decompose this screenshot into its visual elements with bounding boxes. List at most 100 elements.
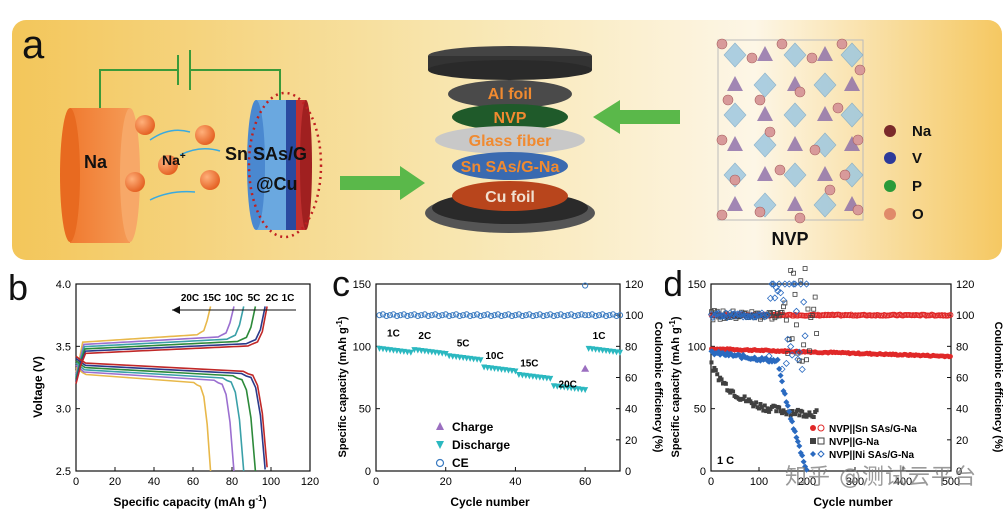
d-ylabel: Specific capacity (mAh g-1): [668, 316, 682, 457]
c-ce-point: [609, 311, 617, 318]
b-xtick-label: 80: [226, 476, 238, 488]
c-ce-point: [540, 312, 547, 320]
c-ce-point: [557, 311, 564, 318]
d-ni-ce-point: [745, 313, 753, 321]
d-ni-ce-point: [787, 342, 795, 351]
crystal-tetrahedron: [727, 196, 743, 211]
b-ylabel: Voltage (V): [31, 356, 45, 418]
d-g-ce-point: [805, 306, 811, 312]
c-ce-point: [589, 311, 596, 318]
d-ni-ce-point: [788, 351, 796, 359]
d-ni-ce-point: [802, 280, 811, 288]
layer-label-al-foil: Al foil: [488, 86, 532, 103]
d-legend-marker-filled: [810, 451, 816, 457]
d-y2tick-label: 120: [956, 279, 974, 291]
c-ce-point: [512, 312, 519, 319]
legend-label-p: P: [912, 178, 922, 195]
crystal-atom-na: [836, 38, 848, 50]
crystal-octahedron: [840, 42, 864, 68]
d-g-capacity-point: [807, 410, 812, 415]
d-ni-ce-point: [800, 298, 808, 306]
d-g-ce-point: [773, 313, 779, 319]
c-rate-label: 20C: [559, 379, 577, 390]
c-ce-point: [501, 312, 509, 319]
circuit-wire-left: [99, 69, 178, 110]
d-g-capacity-point: [764, 409, 769, 414]
b-discharge-curve: [75, 360, 257, 472]
d-legend-marker-open: [817, 437, 825, 445]
c-ce-point: [536, 311, 543, 318]
crystal-atom-na: [746, 52, 758, 64]
c-ylabel: Specific capacity (mAh g-1): [335, 316, 349, 457]
b-xtick-label: 40: [148, 476, 160, 488]
d-g-capacity-point: [731, 389, 736, 394]
d-ni-capacity-point: [784, 402, 791, 409]
na-electrode-edge: [60, 108, 80, 242]
c-ce-point: [397, 312, 404, 319]
c-ce-point: [393, 312, 401, 320]
c-y2tick-label: 120: [625, 279, 643, 291]
b-xtick-label: 100: [262, 476, 280, 488]
b-ytick-label: 4.0: [56, 279, 71, 291]
c-ce-point: [595, 312, 603, 319]
crystal-atom-na: [754, 206, 766, 218]
d-ni-ce-point: [794, 355, 802, 363]
d-xtick-label: 0: [708, 476, 714, 488]
d-ytick-label: 0: [700, 466, 706, 478]
c-rate-label: 1C: [593, 331, 606, 342]
d-ni-ce-point: [777, 289, 785, 297]
c-ytick-label: 50: [359, 404, 371, 416]
d-xtick-label: 300: [846, 476, 864, 488]
d-ni-capacity-point: [737, 352, 744, 359]
c-ce-point: [473, 311, 481, 318]
d-g-capacity-point: [713, 368, 718, 373]
d-g-capacity-point: [757, 406, 761, 411]
d-g-capacity-point: [767, 409, 772, 414]
d-ni-ce-point: [784, 335, 792, 343]
crystal-atom-na: [794, 212, 806, 224]
d-g-capacity-point: [772, 404, 777, 409]
d-ni-capacity-point: [793, 434, 800, 441]
c-y2tick-label: 0: [625, 466, 631, 478]
c-ce-point: [571, 312, 578, 320]
d-legend-label: NVP||G-Na: [829, 437, 879, 448]
b-ytick-label: 3.0: [56, 404, 71, 416]
d-ni-ce-point: [779, 296, 788, 304]
stack-top-cap-bottom: [428, 60, 592, 80]
crystal-tetrahedron: [757, 106, 773, 121]
d-y2tick-label: 100: [956, 310, 974, 322]
c-xtick-label: 20: [440, 476, 452, 488]
c-legend-ce: CE: [452, 456, 469, 470]
atom-legend: Na V P O: [884, 123, 932, 223]
d-g-ce-point: [811, 306, 817, 312]
d-g-capacity-point: [780, 411, 785, 416]
d-legend-marker-open: [817, 424, 825, 432]
c-rate-label: 2C: [418, 331, 431, 342]
c-xlabel: Cycle number: [450, 495, 530, 509]
d-sn-ce-point: [947, 312, 954, 318]
c-discharge-point: [512, 368, 519, 375]
na-electrode-label: Na: [84, 152, 108, 172]
d-g-ce-point: [794, 322, 799, 328]
c-y2tick-label: 20: [625, 435, 637, 447]
na-ion-label: Na+: [162, 151, 186, 168]
d-g-capacity-point: [793, 412, 797, 417]
c-ce-point: [602, 312, 610, 320]
c-legend-discharge: Discharge: [452, 438, 510, 452]
panel-d-chart: d 0 100 200 300 400 500 0 50 100 150 0 20 40 60 80 100 1…: [665, 262, 1005, 515]
c-ce-point: [404, 312, 411, 320]
d-ni-capacity-point: [792, 428, 798, 435]
b-discharge-curve: [75, 357, 266, 470]
c-rate-label: 15C: [520, 358, 538, 369]
d-g-capacity-point: [788, 413, 793, 418]
c-y2tick-label: 60: [625, 373, 637, 385]
ion-flow-arrow: [179, 148, 221, 156]
crystal-atom-na: [832, 102, 844, 114]
d-legend-marker-filled: [810, 438, 816, 444]
na-electrode: [70, 108, 130, 243]
c-ce-point: [435, 312, 442, 320]
c-ce-point: [515, 311, 523, 318]
c-ce-point: [411, 311, 418, 318]
d-y2tick-label: 80: [956, 341, 968, 353]
c-discharge-point: [477, 357, 484, 364]
